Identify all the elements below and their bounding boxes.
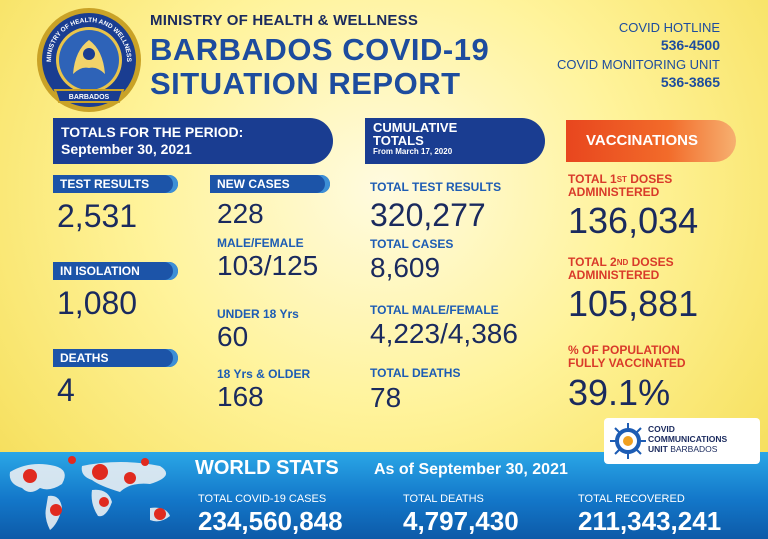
under18-value: 60: [217, 321, 249, 352]
total-cases-label: TOTAL CASES: [370, 237, 454, 251]
under18-label: UNDER 18 Yrs: [217, 307, 299, 321]
second-dose-value: 105,881: [568, 283, 699, 324]
comms-unit-logo-box: [604, 418, 760, 464]
period-banner-line1: TOTALS FOR THE PERIOD:: [61, 124, 244, 140]
first-dose-value: 136,034: [568, 200, 699, 241]
report-title-line2: SITUATION REPORT: [150, 66, 461, 101]
seal-text-bottom: BARBADOS: [69, 94, 110, 101]
covid-virus-logo-icon: [610, 423, 646, 459]
deaths-label: DEATHS: [53, 349, 178, 367]
ministry-name: MINISTRY OF HEALTH & WELLNESS: [150, 12, 419, 29]
cumulative-banner-line1: CUMULATIVE: [373, 120, 458, 135]
total-male-female-value: 4,223/4,386: [370, 318, 518, 349]
world-recovered-value: 211,343,241: [578, 506, 722, 536]
cumulative-banner-line2: TOTALS: [373, 133, 424, 148]
world-deaths-label: TOTAL DEATHS: [403, 493, 484, 505]
cumulative-banner: CUMULATIVE TOTALS From March 17, 2020: [365, 118, 545, 164]
total-deaths-label: TOTAL DEATHS: [370, 366, 461, 380]
world-cases-label: TOTAL COVID-19 CASES: [198, 493, 327, 505]
test-results-value: 2,531: [57, 198, 138, 234]
world-cases-value: 234,560,848: [198, 506, 343, 536]
world-stats-title: WORLD STATS: [195, 457, 339, 479]
world-recovered-label: TOTAL RECOVERED: [578, 493, 685, 505]
report-title-line1: BARBADOS COVID-19: [150, 32, 490, 67]
cumulative-banner-since: From March 17, 2020: [373, 147, 453, 156]
hotline-number: 536-4500: [660, 37, 720, 53]
new-cases-label: NEW CASES: [210, 175, 330, 193]
world-deaths-value: 4,797,430: [403, 506, 519, 536]
comms-unit-text: COVID COMMUNICATIONS UNIT BARBADOS: [648, 424, 728, 454]
world-stats-band: [0, 452, 768, 539]
fully-vaccinated-value: 39.1%: [568, 372, 671, 413]
fully-vaccinated-label: % OF POPULATION FULLY VACCINATED: [568, 343, 686, 370]
monitoring-number: 536-3865: [660, 74, 720, 90]
monitoring-label: COVID MONITORING UNIT: [557, 57, 720, 72]
ministry-seal-logo: MINISTRY OF HEALTH AND WELLNESS BARBADOS: [37, 8, 141, 112]
test-results-label: TEST RESULTS: [53, 175, 178, 193]
isolation-label: IN ISOLATION: [53, 262, 178, 280]
hotline-label: COVID HOTLINE: [618, 20, 720, 35]
total-tests-label: TOTAL TEST RESULTS: [370, 180, 502, 194]
total-tests-value: 320,277: [370, 197, 486, 233]
vaccinations-banner: VACCINATIONS: [566, 120, 736, 162]
period-banner: TOTALS FOR THE PERIOD: September 30, 202…: [53, 118, 333, 164]
total-male-female-label: TOTAL MALE/FEMALE: [370, 303, 499, 317]
world-stats-date: As of September 30, 2021: [374, 461, 568, 478]
deaths-value: 4: [57, 372, 75, 408]
total-cases-value: 8,609: [370, 252, 441, 283]
male-female-label: MALE/FEMALE: [217, 236, 304, 250]
period-banner-date: September 30, 2021: [61, 141, 192, 157]
new-cases-value: 228: [217, 198, 264, 229]
second-dose-label: TOTAL 2ND DOSES ADMINISTERED: [568, 255, 674, 282]
total-deaths-value: 78: [370, 382, 402, 413]
over18-value: 168: [217, 381, 264, 412]
isolation-value: 1,080: [57, 285, 138, 321]
over18-label: 18 Yrs & OLDER: [217, 367, 311, 381]
first-dose-label: TOTAL 1ST DOSES ADMINISTERED: [568, 172, 673, 199]
world-map-virus-graphic: [9, 456, 170, 530]
male-female-value: 103/125: [217, 250, 319, 281]
